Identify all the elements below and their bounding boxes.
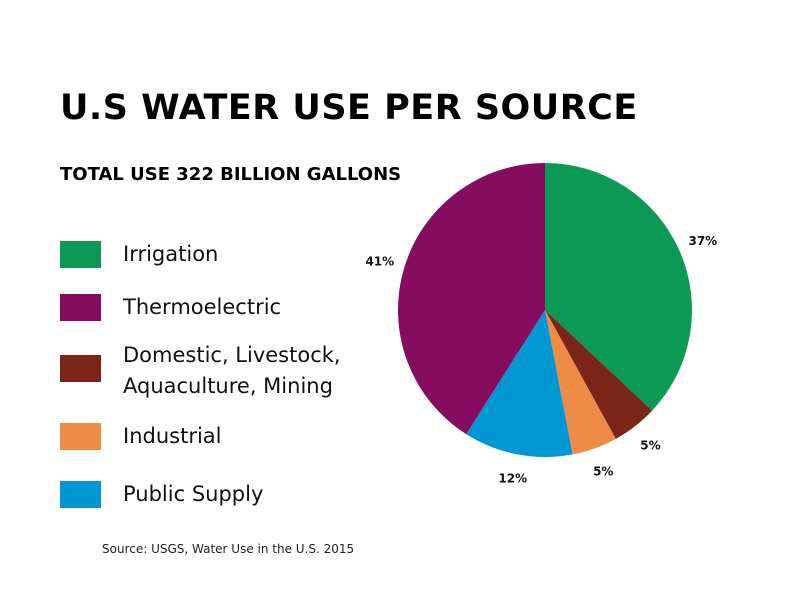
legend-label: Irrigation [123,241,219,266]
data-label: 12% [498,471,527,485]
pie-slice [545,310,653,439]
data-label: 41% [365,255,394,269]
pie-slice [397,163,545,435]
chart-title: U.S WATER USE PER SOURCE [60,88,638,128]
legend-swatch [60,241,101,268]
legend-label: Thermoelectric [123,294,282,319]
legend-label: Public Supply [123,481,264,506]
source-note: Source: USGS, Water Use in the U.S. 2015 [102,542,355,556]
pie-slice [545,310,616,455]
legend-swatch [60,355,101,382]
legend-swatch [60,481,101,508]
data-label: 37% [688,234,717,248]
data-label: 5% [593,464,613,478]
legend-swatch [60,423,101,450]
chart-subtitle: TOTAL USE 322 BILLION GALLONS [60,164,402,185]
legend-swatch [60,294,101,321]
legend-label: Industrial [123,423,222,448]
pie-slice [466,310,573,457]
data-label: 5% [640,438,660,452]
pie-slice [545,163,692,411]
legend-label: Domestic, Livestock, Aquaculture, Mining [123,343,341,398]
